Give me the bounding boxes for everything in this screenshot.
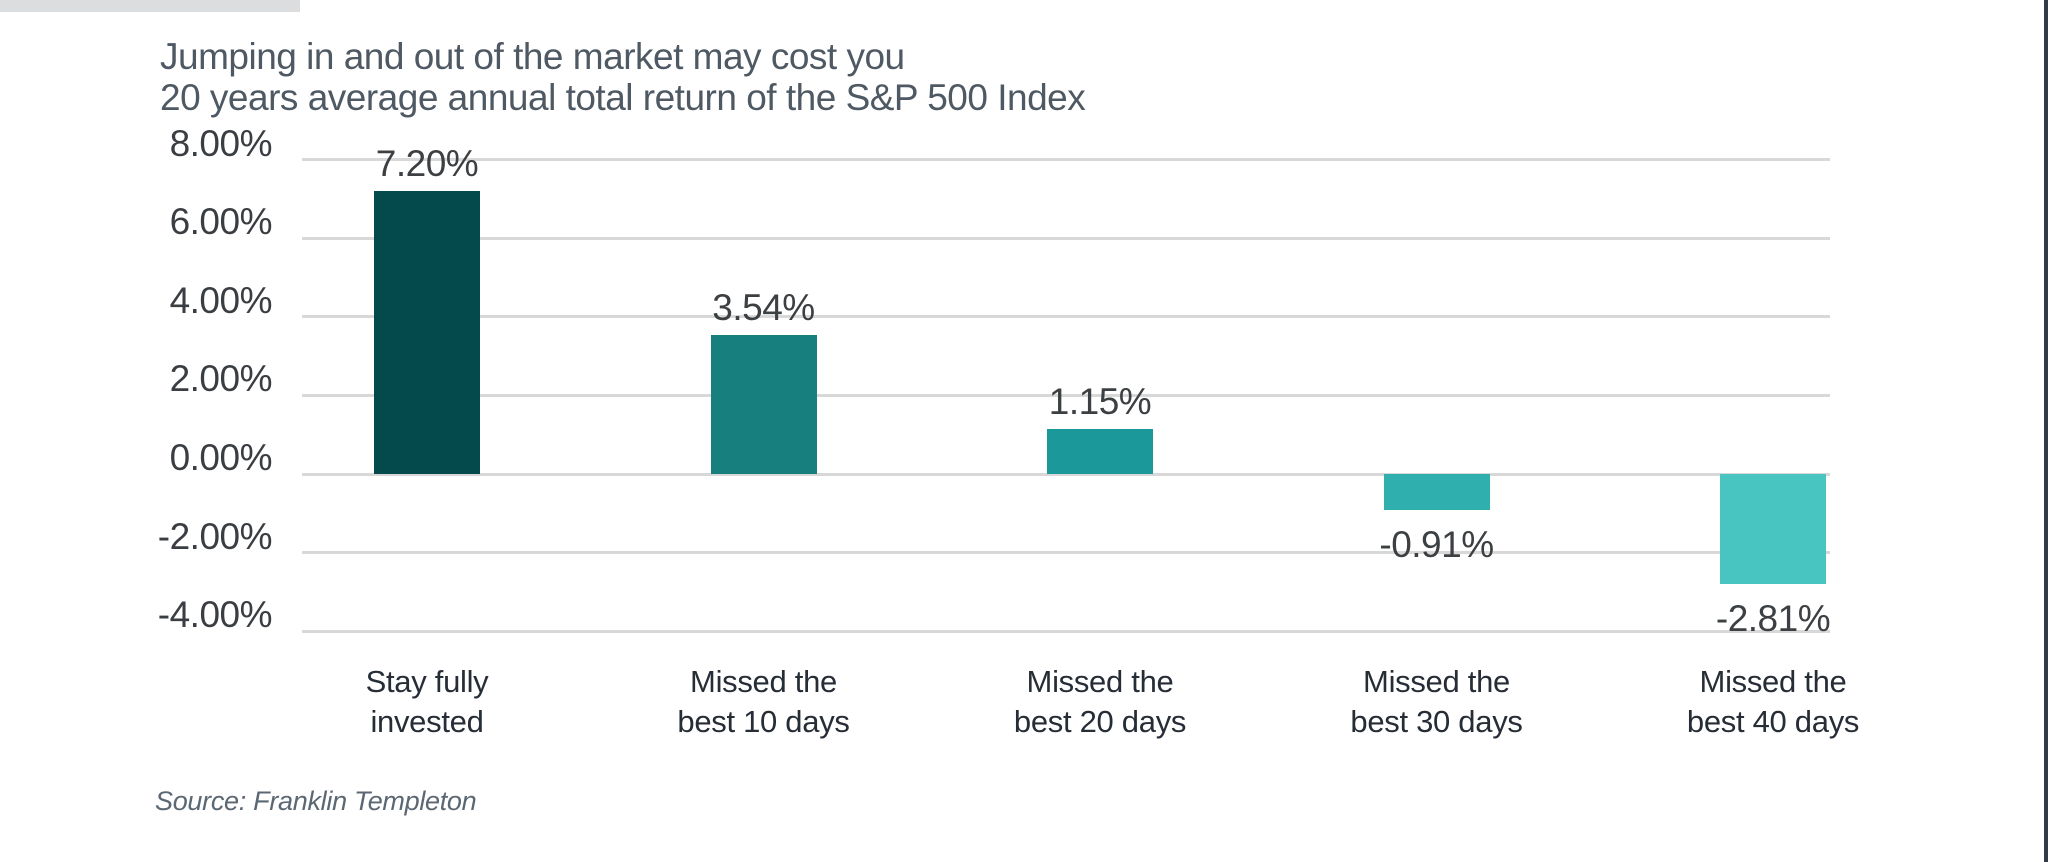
- gridline--2pct: [302, 551, 1830, 555]
- gridline-2pct: [302, 393, 1830, 397]
- y-axis-tick-label: 8.00%: [169, 122, 273, 164]
- category-label: Missed the best 20 days: [1013, 664, 1187, 739]
- gridline-6pct: [302, 236, 1830, 240]
- y-axis-tick-label: 4.00%: [169, 279, 273, 321]
- gridline-8pct: [302, 158, 1830, 162]
- y-axis-tick-label: 2.00%: [169, 358, 273, 400]
- chart-subtitle: 20 years average annual total return of …: [160, 77, 1086, 118]
- y-axis-tick-label: -2.00%: [157, 515, 273, 557]
- category-label: Stay fully invested: [365, 664, 489, 739]
- bar-value-label: 3.54%: [712, 286, 815, 328]
- category-label: Missed the best 30 days: [1350, 664, 1523, 739]
- y-axis-tick-label: 6.00%: [169, 201, 273, 243]
- category-label: Missed the best 40 days: [1686, 664, 1860, 739]
- y-axis-tick-label: -4.00%: [157, 594, 273, 636]
- bar-1: [374, 191, 480, 474]
- gridline-0pct: [302, 472, 1830, 476]
- category-label: Missed the best 10 days: [677, 664, 850, 739]
- bar-value-label: -2.81%: [1715, 598, 1831, 640]
- window-edge-right: [2044, 0, 2048, 862]
- bar-2: [710, 334, 817, 474]
- bar-value-label: 1.15%: [1048, 380, 1152, 422]
- gridline--4pct: [302, 629, 1830, 633]
- bar-3: [1047, 428, 1153, 474]
- bar-5: [1720, 474, 1826, 585]
- window-edge-top: [0, 0, 300, 12]
- y-axis-tick-label: 0.00%: [169, 437, 273, 478]
- bar-4: [1383, 474, 1490, 510]
- bar-value-label: 7.20%: [375, 143, 479, 185]
- chart-title: Jumping in and out of the market may cos…: [160, 36, 905, 77]
- gridline-4pct: [302, 315, 1830, 319]
- source-note: Source: Franklin Templeton: [155, 786, 477, 816]
- bar-value-label: -0.91%: [1379, 523, 1494, 565]
